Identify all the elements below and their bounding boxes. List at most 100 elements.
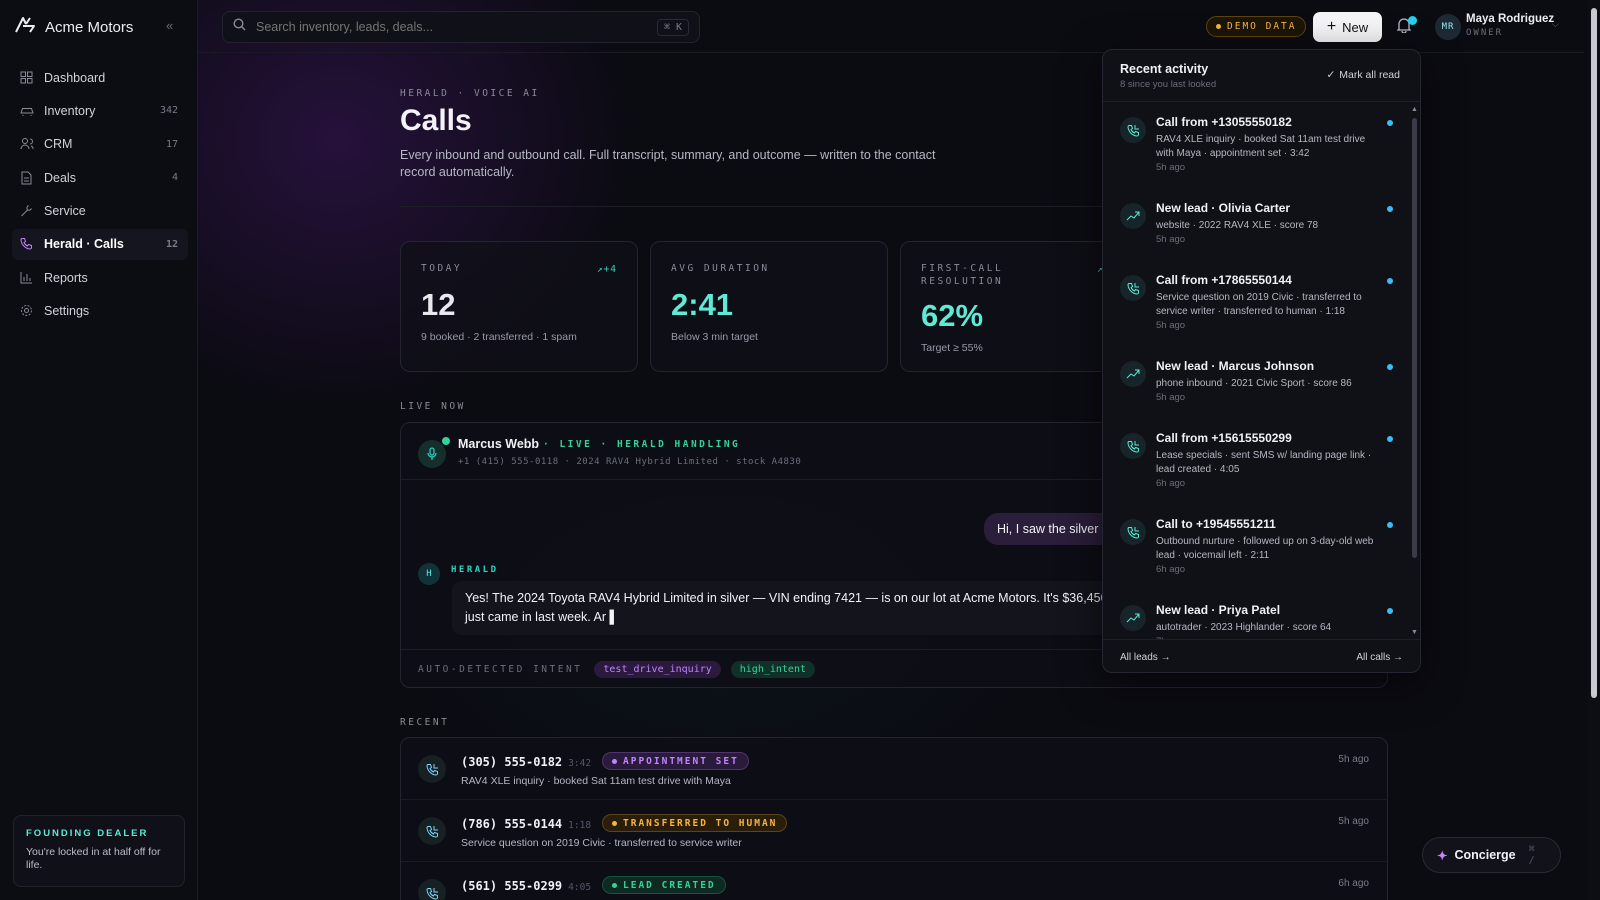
phone-number: (786) 555-0144 bbox=[461, 817, 563, 831]
stat-label: AVG DURATION bbox=[671, 263, 770, 274]
topbar bbox=[198, 0, 1584, 53]
live-indicator-dot bbox=[442, 437, 450, 445]
sidebar-item-dashboard[interactable]: Dashboard bbox=[12, 62, 188, 93]
recent-calls-list: (305) 555-0182 3:42 APPOINTMENT SET RAV4 XL… bbox=[400, 737, 1388, 900]
sidebar-item-count: 342 bbox=[159, 105, 178, 117]
bell-icon[interactable] bbox=[1396, 17, 1412, 38]
unread-dot bbox=[1387, 278, 1393, 284]
concierge-button[interactable]: ✦ Concierge ⌘ / bbox=[1422, 837, 1561, 873]
scroll-down-icon[interactable]: ▼ bbox=[1411, 629, 1418, 636]
section-label-live: LIVE NOW bbox=[400, 401, 466, 412]
phone-icon bbox=[20, 237, 34, 251]
activity-scrollbar[interactable]: ▲ ▼ bbox=[1409, 106, 1419, 636]
phone-incoming-icon bbox=[1120, 275, 1146, 301]
intent-label: AUTO-DETECTED INTENT bbox=[418, 664, 583, 675]
activity-item-time: 6h ago bbox=[1156, 564, 1186, 575]
intent-tag[interactable]: test_drive_inquiry bbox=[594, 661, 721, 678]
phone-incoming-icon bbox=[1120, 117, 1146, 143]
users-icon bbox=[20, 137, 34, 151]
list-item[interactable]: Call from +15615550299 Lease specials · s… bbox=[1103, 419, 1408, 505]
trend-up-icon bbox=[1120, 605, 1146, 631]
unread-dot bbox=[1387, 120, 1393, 126]
concierge-shortcut: ⌘ / bbox=[1528, 844, 1535, 866]
all-calls-link[interactable]: All calls → bbox=[1356, 652, 1403, 663]
call-duration: 1:18 bbox=[568, 820, 592, 831]
microphone-icon bbox=[418, 440, 446, 468]
activity-item-title: Call from +15615550299 bbox=[1156, 431, 1292, 445]
page-description: Every inbound and outbound call. Full tr… bbox=[400, 148, 936, 179]
activity-title: Recent activity bbox=[1120, 62, 1209, 76]
mark-all-read-label: Mark all read bbox=[1339, 69, 1400, 81]
mark-all-read-button[interactable]: ✓ Mark all read bbox=[1326, 69, 1400, 81]
page-scrollbar[interactable] bbox=[1588, 0, 1600, 900]
activity-item-time: 6h ago bbox=[1156, 478, 1186, 489]
activity-list: Call from +13055550182 RAV4 XLE inquiry ·… bbox=[1103, 103, 1408, 639]
scrollbar-thumb[interactable] bbox=[1412, 118, 1417, 558]
search-shortcut: ⌘ K bbox=[656, 18, 689, 36]
sidebar-item-deals[interactable]: Deals 4 bbox=[12, 162, 188, 193]
live-call-header: Marcus Webb · LIVE · HERALD HANDLING +1 … bbox=[401, 423, 1387, 480]
sidebar-item-service[interactable]: Service bbox=[12, 196, 188, 227]
list-item[interactable]: Call from +17865550144 Service question o… bbox=[1103, 261, 1408, 347]
intent-tag[interactable]: high_intent bbox=[730, 661, 815, 678]
table-row[interactable]: (786) 555-0144 1:18 TRANSFERRED TO HUMAN Se… bbox=[401, 800, 1387, 862]
avatar[interactable]: MR bbox=[1435, 14, 1461, 40]
list-item[interactable]: New lead · Marcus Johnson phone inbound ·… bbox=[1103, 347, 1408, 419]
activity-item-body: RAV4 XLE inquiry · booked Sat 11am test … bbox=[1156, 134, 1366, 159]
sidebar-item-herald-calls[interactable]: Herald · Calls 12 bbox=[12, 228, 188, 260]
list-item[interactable]: Call to +19545551211 Outbound nurture · f… bbox=[1103, 505, 1408, 591]
phone-incoming-icon bbox=[1120, 519, 1146, 545]
sidebar-item-reports[interactable]: Reports bbox=[12, 262, 188, 293]
section-label-recent: RECENT bbox=[400, 717, 450, 728]
car-icon bbox=[20, 104, 34, 118]
stat-value: 62% bbox=[921, 298, 984, 333]
activity-item-body: Service question on 2019 Civic · transfe… bbox=[1156, 292, 1362, 317]
sidebar-item-label: Inventory bbox=[44, 103, 96, 118]
plus-icon: + bbox=[1326, 18, 1337, 35]
status-dot bbox=[612, 758, 617, 764]
list-item[interactable]: New lead · Olivia Carter website · 2022 R… bbox=[1103, 189, 1408, 261]
list-item[interactable]: Call from +13055550182 RAV4 XLE inquiry ·… bbox=[1103, 103, 1408, 189]
phone-number: (305) 555-0182 bbox=[461, 755, 563, 769]
chevron-down-icon[interactable]: ⌵ bbox=[1552, 19, 1559, 29]
sidebar-item-settings[interactable]: Settings bbox=[12, 296, 188, 327]
status-dot bbox=[612, 882, 617, 888]
founding-title: FOUNDING DEALER bbox=[26, 828, 149, 839]
row-phone: (305) 555-0182 3:42 bbox=[461, 755, 591, 769]
brand-name: Acme Motors bbox=[45, 19, 134, 36]
unread-dot bbox=[1387, 206, 1393, 212]
search-input[interactable] bbox=[256, 20, 657, 34]
all-leads-link[interactable]: All leads → bbox=[1120, 652, 1171, 663]
stat-sub: Below 3 min target bbox=[671, 331, 758, 343]
call-time: 6h ago bbox=[1338, 878, 1369, 889]
sidebar-item-crm[interactable]: CRM 17 bbox=[12, 129, 188, 160]
phone-incoming-icon bbox=[1120, 433, 1146, 459]
scroll-up-icon[interactable]: ▲ bbox=[1411, 106, 1418, 113]
sidebar: Acme Motors « Dashboard Inventory 342 CRM 17… bbox=[0, 0, 198, 900]
sidebar-item-count: 4 bbox=[171, 172, 178, 184]
caller-details: +1 (415) 555-0118 · 2024 RAV4 Hybrid Lim… bbox=[458, 457, 802, 467]
list-item[interactable]: New lead · Priya Patel autotrader · 2023 … bbox=[1103, 591, 1408, 639]
caller-name: Marcus Webb bbox=[458, 437, 540, 451]
sidebar-item-inventory[interactable]: Inventory 342 bbox=[12, 95, 188, 126]
activity-item-body: Outbound nurture · followed up on 3-day-… bbox=[1156, 536, 1374, 561]
table-row[interactable]: (305) 555-0182 3:42 APPOINTMENT SET RAV4 XL… bbox=[401, 738, 1387, 800]
page-scrollbar-thumb[interactable] bbox=[1591, 8, 1597, 698]
intent-row: AUTO-DETECTED INTENT test_drive_inquiry … bbox=[401, 649, 1387, 689]
wrench-icon bbox=[20, 204, 34, 218]
check-icon: ✓ bbox=[1326, 69, 1336, 81]
status-dot bbox=[612, 820, 617, 826]
sidebar-item-label: Settings bbox=[44, 304, 90, 319]
search-box[interactable]: ⌘ K bbox=[222, 11, 700, 43]
demo-badge-label: DEMO DATA bbox=[1227, 21, 1297, 32]
chevrons-left-icon[interactable]: « bbox=[166, 18, 174, 33]
brand[interactable]: Acme Motors bbox=[14, 16, 133, 39]
call-summary: Service question on 2019 Civic · transfe… bbox=[461, 837, 742, 849]
user-name[interactable]: Maya Rodriguez bbox=[1466, 13, 1555, 25]
status-badge: TRANSFERRED TO HUMAN bbox=[602, 814, 788, 832]
sidebar-item-label: Dashboard bbox=[44, 70, 106, 85]
document-icon bbox=[20, 171, 34, 185]
activity-item-time: 7h ago bbox=[1156, 636, 1185, 639]
new-button[interactable]: + New bbox=[1313, 12, 1382, 42]
